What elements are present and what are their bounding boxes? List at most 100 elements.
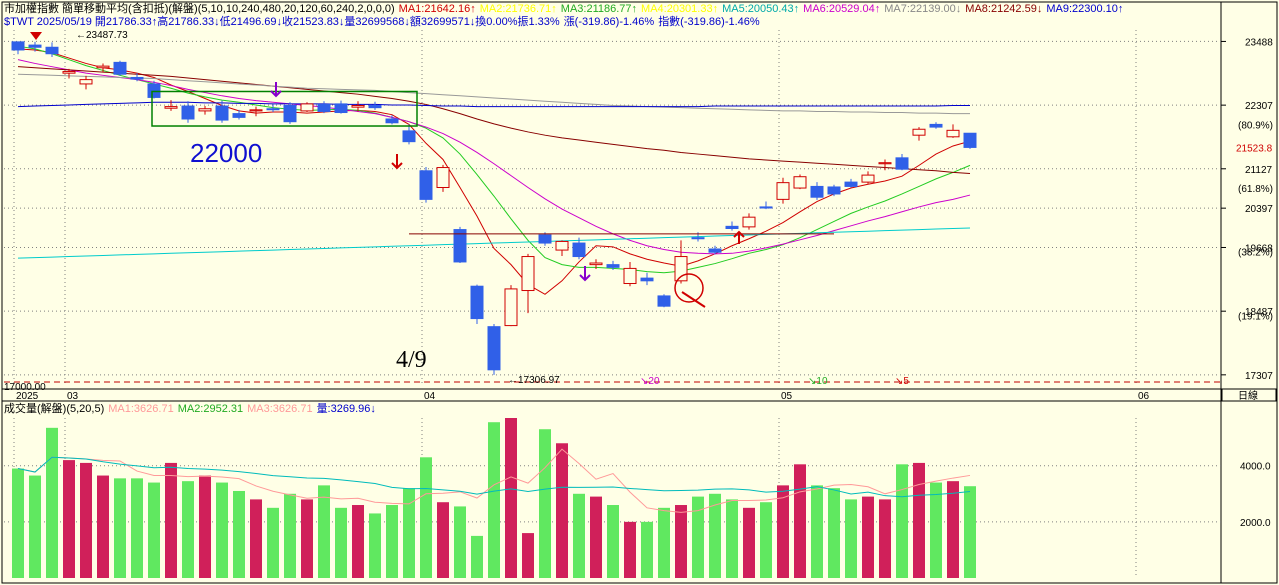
pct-label-2: (38.2%) [1238, 248, 1273, 259]
header-item-0: 市加權指數 簡單移動平均(含扣抵)(解盤)(5,10,10,240,480,20… [4, 3, 395, 15]
ma-line-ma5 [17, 227, 971, 259]
candle-body-33 [572, 242, 586, 258]
volume-bar-10 [182, 481, 194, 578]
volume-bar-50 [862, 496, 874, 578]
candle-body-12 [215, 105, 229, 121]
volume-bar-51 [879, 499, 891, 578]
pct-label-3: (19.1%) [1238, 311, 1273, 322]
candle-body-47 [810, 185, 824, 198]
volume-bar-52 [896, 464, 908, 578]
candle-body-25 [436, 167, 450, 189]
volume-bar-15 [267, 507, 279, 578]
candle-body-20 [351, 105, 365, 108]
candle-body-17 [300, 103, 314, 112]
volume-bar-19 [335, 507, 347, 578]
candle-body-35 [606, 264, 620, 268]
header-item-4: MA4:20301.33↑ [641, 3, 719, 15]
volume-bar-1 [29, 475, 41, 578]
volume-bar-2 [46, 427, 58, 578]
header-item-2: MA2:21736.71↑ [479, 3, 557, 15]
volume-bar-45 [777, 485, 789, 578]
volume-bar-36 [624, 521, 636, 578]
candle-body-8 [147, 83, 161, 98]
volume-bar-3 [63, 460, 75, 578]
x-tick-label-4: 06 [1138, 391, 1150, 402]
volume-bar-30 [522, 533, 534, 578]
arrow-red-1-head [391, 162, 403, 170]
left-bottom-label: 17000.00 [4, 382, 46, 393]
volume-bar-11 [199, 475, 211, 578]
volume-bar-46 [794, 464, 806, 578]
candle-body-15 [266, 108, 280, 111]
volume-bar-29 [505, 418, 517, 578]
candle-body-51 [878, 162, 892, 165]
volume-item-3: MA3:3626.71 [247, 403, 313, 415]
volume-bar-23 [403, 488, 415, 578]
level-label: 22000 [190, 138, 262, 168]
volume-bar-56 [964, 486, 976, 578]
period-button [1221, 388, 1277, 402]
volume-bar-16 [284, 493, 296, 578]
y-tick-label-3: 20397 [1245, 204, 1273, 215]
candle-body-45 [776, 182, 790, 200]
volume-bar-55 [947, 481, 959, 578]
low-label: ←17306.97 [508, 375, 560, 386]
candle-body-43 [742, 216, 756, 228]
candle-body-34 [589, 262, 603, 266]
candle-body-46 [793, 176, 807, 189]
countdown-2: ↘5 [895, 376, 909, 387]
x-tick-label-0: 2025 [16, 391, 39, 402]
volume-bar-33 [573, 493, 585, 578]
volume-bar-49 [845, 499, 857, 578]
candle-body-52 [895, 157, 909, 170]
header-item-9: MA9:22300.10↑ [1046, 3, 1124, 15]
volume-bar-34 [590, 496, 602, 578]
ma-line-ma7 [17, 73, 970, 115]
y-tick-label-6: 17307 [1245, 371, 1273, 382]
y-tick-label-0: 23488 [1245, 37, 1273, 48]
volume-bar-13 [233, 490, 245, 578]
y-tick-label-5: 18487 [1245, 307, 1273, 318]
candle-body-11 [198, 108, 212, 112]
candle-body-55 [946, 129, 960, 138]
y-tick-label-4: 19668 [1245, 243, 1273, 254]
volume-bar-14 [250, 499, 262, 578]
volume-bar-53 [913, 462, 925, 578]
candle-body-36 [623, 267, 637, 285]
volume-bar-6 [114, 478, 126, 578]
candle-body-31 [538, 234, 552, 244]
candle-body-22 [385, 118, 399, 124]
candle-body-24 [419, 170, 433, 200]
candle-body-44 [759, 206, 773, 209]
candle-body-23 [402, 130, 416, 143]
candle-body-0 [11, 41, 25, 51]
pointer-arrow [681, 291, 706, 308]
volume-bar-31 [539, 429, 551, 578]
volume-bar-54 [930, 482, 942, 578]
candle-body-49 [844, 181, 858, 187]
candle-body-13 [232, 113, 246, 118]
volume-bar-21 [369, 513, 381, 578]
volume-bar-40 [692, 496, 704, 578]
volume-bar-27 [471, 535, 483, 578]
candle-body-2 [45, 46, 59, 55]
volume-bar-47 [811, 485, 823, 578]
candle-body-10 [181, 105, 195, 120]
header-item-8: MA8:21242.59↓ [965, 3, 1043, 15]
arrow-purple-2-head [579, 274, 591, 282]
quote-item-1: 漲(-319.86)-1.46% [563, 16, 655, 28]
header-item-7: MA7:22139.00↓ [884, 3, 962, 15]
pct-label-1: (61.8%) [1238, 184, 1273, 195]
volume-item-4: 量:3269.96↓ [316, 403, 376, 415]
countdown-1: ↘10 [808, 376, 828, 387]
high-label: ←23487.73 [76, 30, 128, 41]
x-tick-label-1: 03 [67, 391, 79, 402]
header-item-6: MA6:20529.04↑ [803, 3, 881, 15]
candle-body-7 [130, 76, 144, 80]
ma-line-ma6 [17, 59, 971, 255]
volume-bar-4 [80, 462, 92, 578]
consolidation-box [151, 90, 418, 127]
top-marker [30, 32, 42, 40]
